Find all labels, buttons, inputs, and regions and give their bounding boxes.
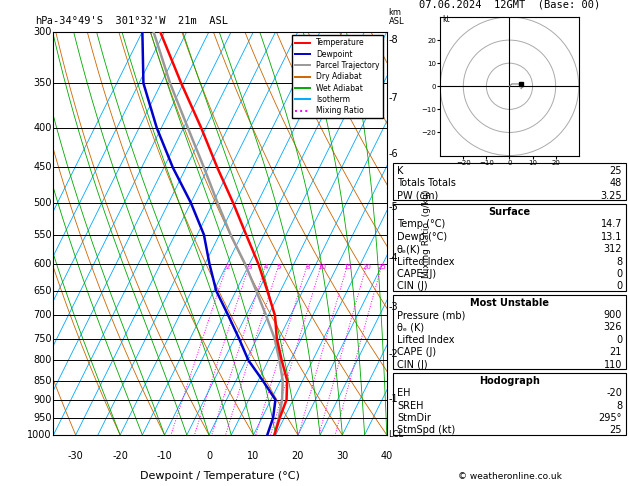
- Text: CAPE (J): CAPE (J): [397, 269, 436, 279]
- Text: CIN (J): CIN (J): [397, 281, 428, 291]
- Text: 350: 350: [33, 78, 52, 88]
- Text: -4: -4: [389, 253, 398, 262]
- Text: StmDir: StmDir: [397, 413, 431, 423]
- Text: 8: 8: [616, 257, 622, 266]
- Text: -7: -7: [389, 93, 398, 103]
- Text: 3: 3: [247, 264, 252, 270]
- Text: 650: 650: [33, 286, 52, 295]
- Text: 20: 20: [362, 264, 372, 270]
- Text: LCL: LCL: [389, 431, 404, 439]
- Text: km
ASL: km ASL: [389, 8, 404, 26]
- Text: -5: -5: [389, 202, 398, 212]
- Text: 25: 25: [610, 166, 622, 176]
- Text: 0: 0: [206, 451, 212, 461]
- Text: 1000: 1000: [27, 430, 52, 440]
- Text: Lifted Index: Lifted Index: [397, 335, 454, 345]
- Text: -1: -1: [389, 394, 398, 404]
- Text: Totals Totals: Totals Totals: [397, 178, 456, 188]
- Text: 20: 20: [292, 451, 304, 461]
- Text: Most Unstable: Most Unstable: [470, 297, 549, 308]
- Text: 5: 5: [277, 264, 281, 270]
- Text: 25: 25: [610, 425, 622, 435]
- Legend: Temperature, Dewpoint, Parcel Trajectory, Dry Adiabat, Wet Adiabat, Isotherm, Mi: Temperature, Dewpoint, Parcel Trajectory…: [292, 35, 383, 118]
- Text: -10: -10: [157, 451, 172, 461]
- Text: 800: 800: [33, 355, 52, 365]
- Text: 30: 30: [337, 451, 348, 461]
- Text: Dewp (°C): Dewp (°C): [397, 232, 447, 242]
- Text: 48: 48: [610, 178, 622, 188]
- Text: 312: 312: [604, 244, 622, 254]
- Text: 700: 700: [33, 311, 52, 320]
- Text: 25: 25: [378, 264, 387, 270]
- Text: 850: 850: [33, 376, 52, 385]
- Text: 0: 0: [616, 335, 622, 345]
- Text: SREH: SREH: [397, 400, 423, 411]
- Text: -20: -20: [606, 388, 622, 398]
- Text: K: K: [397, 166, 403, 176]
- Text: θₑ(K): θₑ(K): [397, 244, 421, 254]
- Text: -34°49'S  301°32'W  21m  ASL: -34°49'S 301°32'W 21m ASL: [53, 16, 228, 26]
- Text: Dewpoint / Temperature (°C): Dewpoint / Temperature (°C): [140, 471, 300, 481]
- Text: 550: 550: [33, 230, 52, 240]
- Text: 07.06.2024  12GMT  (Base: 00): 07.06.2024 12GMT (Base: 00): [419, 0, 600, 10]
- Text: -2: -2: [389, 349, 398, 359]
- Text: 450: 450: [33, 162, 52, 173]
- Text: © weatheronline.co.uk: © weatheronline.co.uk: [457, 472, 562, 481]
- Text: 500: 500: [33, 198, 52, 208]
- Text: 900: 900: [33, 395, 52, 405]
- Text: Temp (°C): Temp (°C): [397, 219, 445, 229]
- Text: 326: 326: [604, 322, 622, 332]
- Text: CIN (J): CIN (J): [397, 360, 428, 369]
- Text: 950: 950: [33, 413, 52, 423]
- Text: 13.1: 13.1: [601, 232, 622, 242]
- Text: kt: kt: [443, 15, 450, 24]
- Text: CAPE (J): CAPE (J): [397, 347, 436, 357]
- Text: 750: 750: [33, 333, 52, 344]
- Text: 8: 8: [305, 264, 310, 270]
- Text: 4: 4: [264, 264, 268, 270]
- Text: 400: 400: [33, 123, 52, 133]
- Text: 3.25: 3.25: [601, 191, 622, 201]
- Text: 295°: 295°: [599, 413, 622, 423]
- Text: 900: 900: [604, 310, 622, 320]
- Text: hPa: hPa: [35, 16, 53, 26]
- Text: 0: 0: [616, 269, 622, 279]
- Text: -3: -3: [389, 302, 398, 312]
- Text: -6: -6: [389, 149, 398, 159]
- Text: 15: 15: [343, 264, 352, 270]
- Text: Surface: Surface: [489, 207, 530, 217]
- Text: 600: 600: [33, 259, 52, 269]
- Text: Mixing Ratio  (g/kg): Mixing Ratio (g/kg): [422, 189, 431, 278]
- Text: StmSpd (kt): StmSpd (kt): [397, 425, 455, 435]
- Text: Lifted Index: Lifted Index: [397, 257, 454, 266]
- Text: PW (cm): PW (cm): [397, 191, 438, 201]
- Text: 2: 2: [225, 264, 230, 270]
- Text: Hodograph: Hodograph: [479, 376, 540, 386]
- Text: EH: EH: [397, 388, 410, 398]
- Text: θₑ (K): θₑ (K): [397, 322, 424, 332]
- Text: -8: -8: [389, 35, 398, 45]
- Text: 40: 40: [381, 451, 393, 461]
- Text: 300: 300: [33, 27, 52, 36]
- Text: 10: 10: [317, 264, 326, 270]
- Text: -30: -30: [68, 451, 84, 461]
- Text: 21: 21: [610, 347, 622, 357]
- Text: -20: -20: [112, 451, 128, 461]
- Text: 10: 10: [247, 451, 260, 461]
- Text: 110: 110: [604, 360, 622, 369]
- Text: 14.7: 14.7: [601, 219, 622, 229]
- Text: 8: 8: [616, 400, 622, 411]
- Text: 0: 0: [616, 281, 622, 291]
- Text: Pressure (mb): Pressure (mb): [397, 310, 465, 320]
